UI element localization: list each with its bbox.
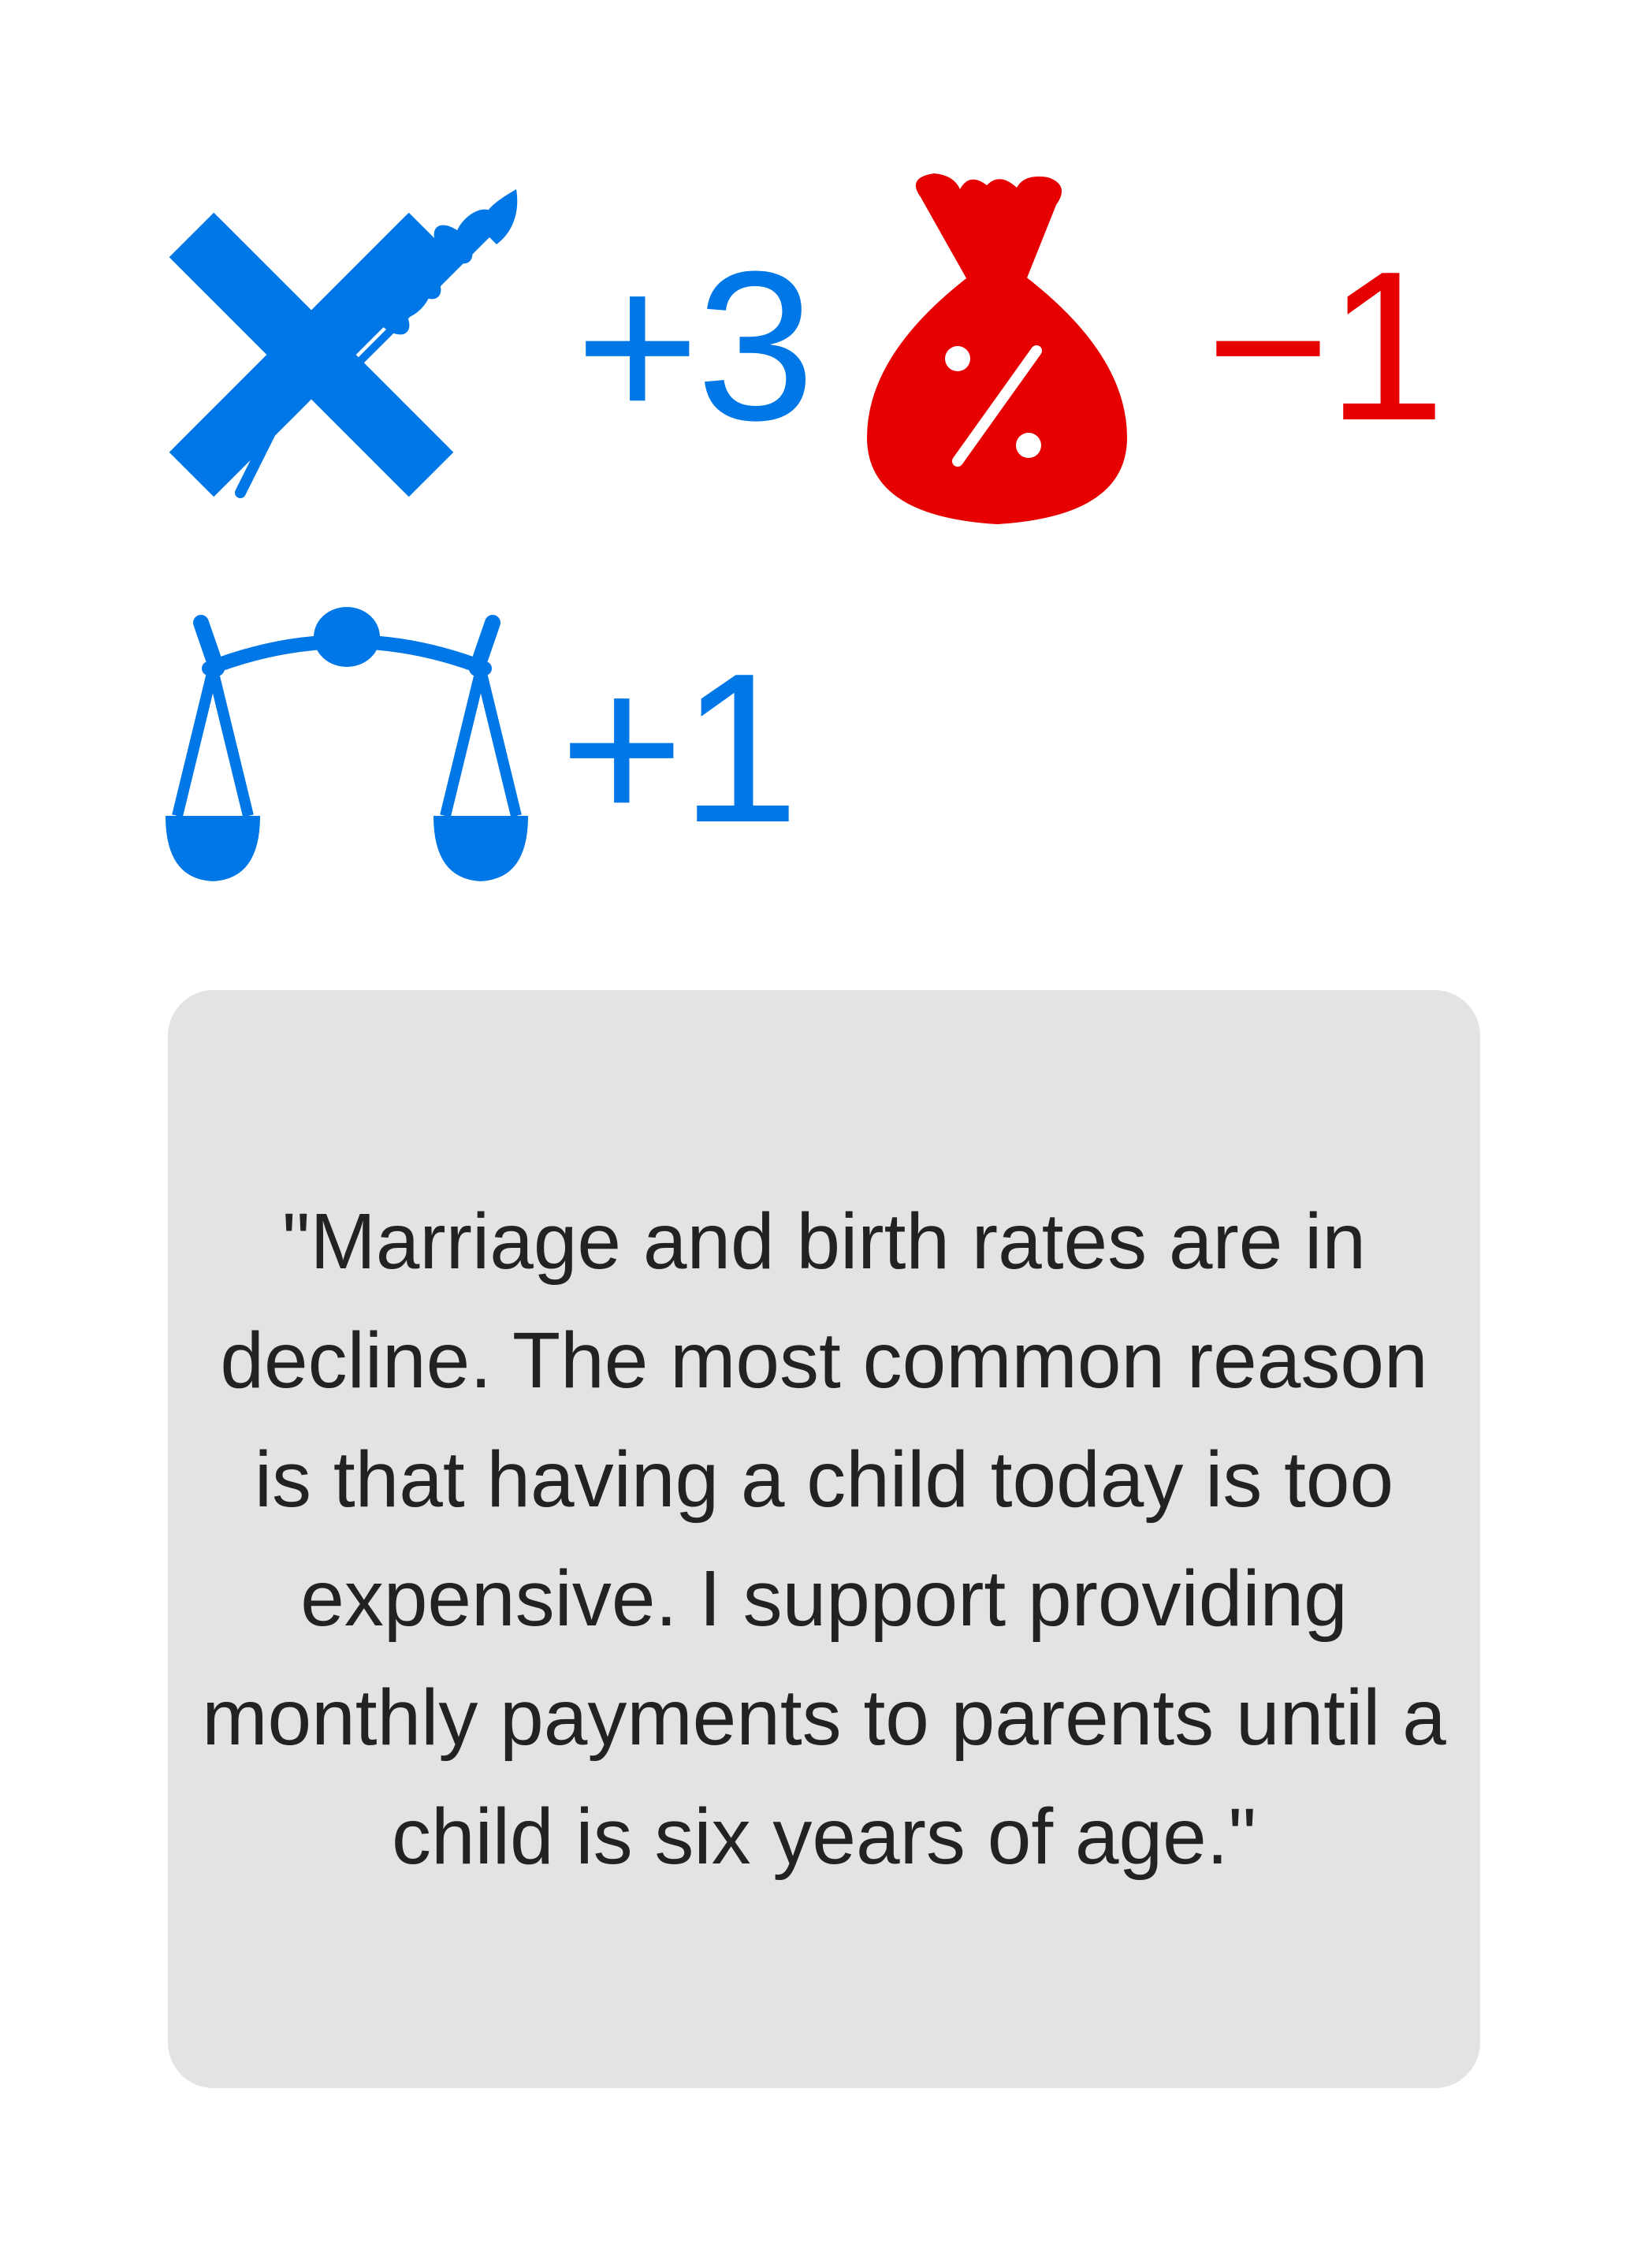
hammer-wheat-icon	[166, 189, 528, 504]
justice-value: +1	[560, 630, 799, 867]
effect-justice: +1	[166, 599, 799, 899]
industry-value: +3	[575, 228, 815, 465]
money-bag-percent-icon	[859, 166, 1143, 528]
quote-text: "Marriage and birth rates are in decline…	[202, 1197, 1446, 1881]
economy-value: −1	[1206, 228, 1446, 465]
scales-of-justice-icon	[166, 599, 528, 899]
quote-card: "Marriage and birth rates are in decline…	[168, 990, 1480, 2088]
effect-economy: −1	[859, 166, 1446, 528]
effect-industry: +3	[166, 189, 815, 504]
